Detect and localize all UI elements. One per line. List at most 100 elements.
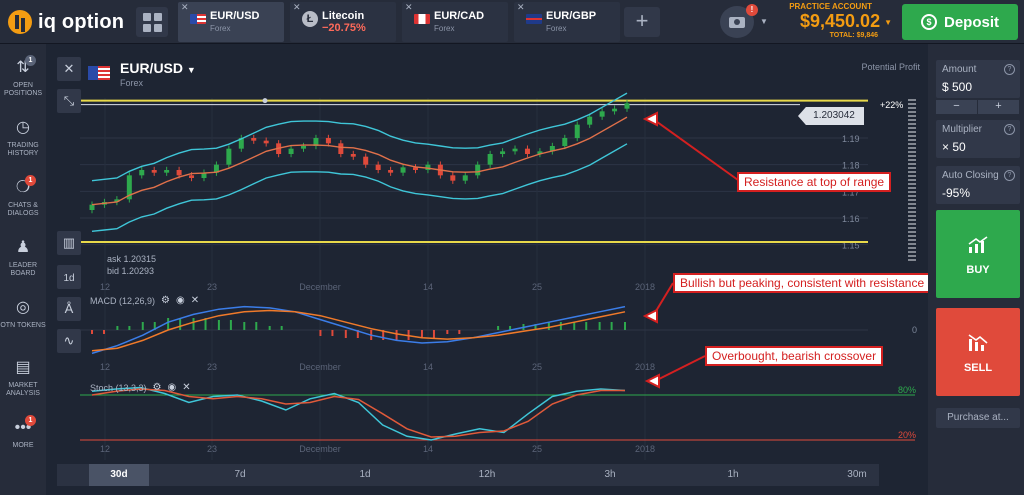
sidebar-item-leader-board[interactable]: ♟ LEADER BOARD — [0, 238, 46, 278]
sidebar-item-open-positions[interactable]: ⇅ 1 OPEN POSITIONS — [0, 55, 46, 98]
amount-label: Amount — [942, 64, 977, 75]
candle — [226, 148, 232, 165]
x-tick-label: 12 — [100, 282, 110, 292]
buy-label: BUY — [966, 264, 990, 276]
tf-30m[interactable]: 30m — [847, 469, 867, 480]
tf-12h[interactable]: 12h — [478, 469, 496, 480]
more-icon: ••• 1 — [12, 415, 36, 438]
eye-icon[interactable]: ◉ — [167, 382, 177, 393]
multiplier-field[interactable]: Multiplier ? × 50 — [936, 120, 1020, 158]
callout-resistance: Resistance at top of range — [737, 172, 892, 192]
candle — [524, 148, 530, 154]
close-icon[interactable]: ✕ — [182, 382, 191, 393]
x-tick-label: 25 — [532, 444, 542, 454]
tf-3h[interactable]: 3h — [604, 469, 616, 480]
tab-eur-cad[interactable]: ✕ EUR/CAD Forex — [402, 2, 508, 42]
dollar-icon: $ — [920, 14, 937, 30]
candle — [151, 170, 157, 173]
asset-name: EUR/USD ▼ — [120, 60, 196, 76]
auto-closing-field[interactable]: Auto Closing ? -95% — [936, 166, 1020, 204]
candle — [338, 143, 344, 154]
us-flag-icon — [88, 66, 110, 80]
candle — [562, 138, 568, 146]
tf-7d[interactable]: 7d — [234, 469, 246, 480]
drawing-tools-button[interactable]: ∿ — [57, 329, 81, 353]
chevron-down-icon: ▼ — [884, 17, 892, 27]
close-icon[interactable]: ✕ — [190, 295, 200, 306]
tf-1h[interactable]: 1h — [727, 469, 739, 480]
candle — [388, 170, 394, 173]
stoch-label: Stoch (13,3,3) ⚙ ◉ ✕ — [90, 382, 191, 393]
tab-name: EUR/USD — [210, 10, 260, 22]
amount-field[interactable]: Amount ? $ 500 — [936, 60, 1020, 98]
sidebar-item-chats[interactable]: ❍ 1 CHATS & DIALOGS — [0, 175, 46, 218]
gear-icon[interactable]: ⚙ — [152, 382, 162, 393]
close-chart-button[interactable]: ✕ — [57, 57, 81, 81]
sell-label: SELL — [963, 362, 993, 374]
potential-profit-value: +22% — [880, 100, 904, 110]
x-tick-label: December — [299, 444, 341, 454]
candle — [624, 103, 630, 109]
sidebar-item-more[interactable]: ••• 1 MORE — [0, 415, 46, 450]
close-icon[interactable]: ✕ — [517, 2, 525, 12]
increase-button[interactable]: + — [978, 100, 1019, 114]
chart-type-button[interactable]: ▥ — [57, 231, 81, 255]
trade-panel: Amount ? $ 500 − + Multiplier ? × 50 Aut… — [928, 44, 1024, 495]
tf-1d[interactable]: 1d — [359, 469, 371, 480]
close-icon[interactable]: ✕ — [181, 2, 189, 12]
close-icon[interactable]: ✕ — [293, 2, 301, 12]
sidebar-item-otn-tokens[interactable]: ◎ OTN TOKENS — [0, 298, 46, 330]
add-tab-button[interactable]: + — [624, 7, 660, 37]
tab-litecoin[interactable]: ✕ Ł Litecoin −20.75% — [290, 2, 396, 42]
candle — [599, 111, 605, 117]
help-icon[interactable]: ? — [1004, 124, 1015, 135]
purchase-at-button[interactable]: Purchase at... — [936, 408, 1020, 428]
tab-eur-usd[interactable]: ✕ EUR/USD Forex — [178, 2, 284, 42]
candle — [512, 148, 518, 152]
leader-icon: ♟ — [15, 239, 31, 256]
timeframe-button[interactable]: 1d — [57, 265, 81, 289]
callout-bullish: Bullish but peaking, consistent with res… — [673, 273, 932, 293]
expand-icon: ⤡ — [63, 93, 75, 108]
candle — [375, 164, 381, 170]
candle — [450, 175, 456, 181]
sidebar-item-trading-history[interactable]: ◷ TRADING HISTORY — [0, 118, 46, 158]
chevron-down-icon[interactable]: ▼ — [760, 17, 768, 26]
account-balance[interactable]: PRACTICE ACCOUNT $9,450.02 ▼ TOTAL: $9,84… — [776, 2, 892, 42]
deposit-label: Deposit — [943, 13, 999, 31]
y-tick-label: 1.18 — [842, 161, 860, 171]
sidebar-item-label: LEADER BOARD — [8, 262, 37, 277]
candle — [537, 151, 543, 154]
deposit-button[interactable]: $ Deposit — [902, 4, 1018, 40]
buy-button[interactable]: BUY — [936, 210, 1020, 298]
help-icon[interactable]: ? — [1004, 64, 1015, 75]
close-icon[interactable]: ✕ — [405, 2, 413, 12]
candle — [350, 154, 356, 157]
stoch-20-label: 20% — [898, 430, 916, 440]
gear-icon[interactable]: ⚙ — [161, 295, 170, 306]
line-handle — [262, 98, 268, 104]
total-value: TOTAL: $9,846 — [829, 32, 878, 39]
chart-area[interactable] — [46, 44, 928, 495]
macd-label: MACD (12,26,9) ⚙ ◉ ✕ — [90, 295, 199, 306]
help-icon[interactable]: ? — [1004, 170, 1015, 181]
eye-icon[interactable]: ◉ — [176, 295, 185, 306]
tab-eur-gbp[interactable]: ✕ EUR/GBP Forex — [514, 2, 620, 42]
candle — [500, 151, 506, 154]
camera-button[interactable]: ! — [720, 4, 758, 38]
logo[interactable]: iq option — [8, 9, 128, 35]
plus-icon: + — [635, 8, 649, 33]
expand-button[interactable]: ⤡ — [57, 89, 81, 113]
candle — [574, 124, 580, 138]
tf-30d[interactable]: 30d — [89, 464, 149, 486]
auto-closing-value: -95% — [942, 186, 971, 200]
amount-value[interactable]: $ 500 — [942, 80, 973, 94]
sell-button[interactable]: SELL — [936, 308, 1020, 396]
x-tick-label: 2018 — [635, 362, 655, 372]
assets-grid-button[interactable] — [136, 7, 168, 37]
chevron-down-icon: ▼ — [186, 65, 196, 75]
decrease-button[interactable]: − — [936, 100, 977, 114]
indicators-button[interactable]: Å — [57, 297, 81, 321]
sidebar-item-market-analysis[interactable]: ▤ MARKET ANALYSIS — [0, 358, 46, 398]
